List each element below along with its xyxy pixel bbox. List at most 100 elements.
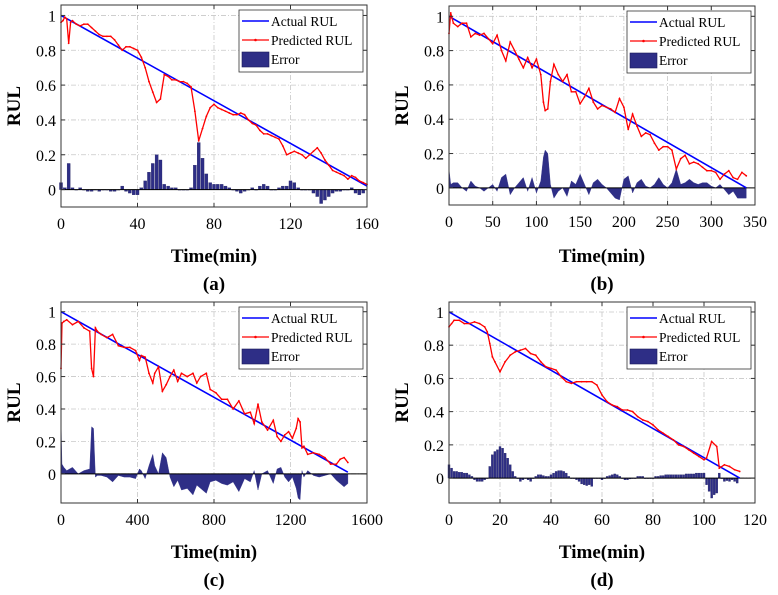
predicted-rul-point bbox=[522, 66, 525, 69]
predicted-rul-point bbox=[687, 448, 690, 451]
predicted-rul-point bbox=[627, 128, 630, 131]
predicted-rul-point bbox=[535, 58, 538, 61]
predicted-rul-point bbox=[67, 42, 70, 45]
predicted-rul-point bbox=[304, 157, 307, 160]
predicted-rul-point bbox=[596, 108, 599, 110]
predicted-rul-point bbox=[281, 145, 284, 147]
error-bar bbox=[460, 472, 463, 479]
y-tick-label: 0.2 bbox=[36, 148, 56, 165]
predicted-rul-point bbox=[456, 25, 459, 28]
error-bar bbox=[357, 189, 362, 195]
error-bar bbox=[292, 182, 297, 190]
predicted-rul-point bbox=[117, 44, 120, 46]
y-tick-label: 0.2 bbox=[36, 434, 56, 451]
error-bar bbox=[265, 185, 270, 190]
predicted-rul-point bbox=[653, 142, 656, 145]
predicted-rul-point bbox=[136, 49, 139, 52]
predicted-rul-point bbox=[213, 103, 215, 106]
predicted-rul-point bbox=[159, 98, 162, 100]
predicted-rul-point bbox=[675, 168, 678, 170]
y-tick-label: 1 bbox=[436, 305, 444, 322]
legend-label-error: Error bbox=[659, 349, 688, 364]
predicted-rul-point bbox=[358, 179, 361, 182]
predicted-rul-point bbox=[579, 102, 582, 105]
predicted-rul-point bbox=[308, 153, 311, 156]
y-tick-label: 1 bbox=[48, 305, 56, 322]
error-bar bbox=[450, 467, 453, 479]
predicted-rul-point bbox=[545, 365, 547, 368]
predicted-rul-point bbox=[209, 106, 212, 109]
error-bar bbox=[143, 180, 147, 190]
error-bar bbox=[463, 472, 466, 479]
subplot-caption: (c) bbox=[203, 570, 224, 591]
predicted-rul-point bbox=[111, 333, 114, 336]
x-tick-label: 40 bbox=[543, 512, 559, 529]
error-bar bbox=[590, 477, 593, 487]
y-tick-label: 0.6 bbox=[36, 78, 56, 95]
predicted-rul-point bbox=[596, 384, 598, 386]
predicted-rul-point bbox=[128, 346, 131, 349]
legend-label-error: Error bbox=[271, 52, 300, 67]
predicted-rul-point bbox=[98, 33, 101, 36]
predicted-rul-point bbox=[570, 90, 573, 93]
error-bar bbox=[162, 184, 166, 190]
predicted-rul-point bbox=[237, 399, 240, 402]
predicted-rul-point bbox=[662, 145, 665, 148]
predicted-rul-point bbox=[169, 375, 171, 378]
error-bar bbox=[582, 477, 586, 485]
predicted-rul-point bbox=[362, 181, 365, 184]
x-axis-label: Time(min) bbox=[559, 246, 645, 267]
predicted-rul-point bbox=[186, 375, 189, 378]
y-tick-label: 0.4 bbox=[36, 113, 56, 130]
predicted-rul-point bbox=[458, 319, 461, 322]
predicted-rul-point bbox=[335, 463, 338, 465]
x-tick-label: 300 bbox=[699, 214, 723, 231]
predicted-rul-point bbox=[100, 333, 103, 336]
predicted-rul-point bbox=[216, 106, 219, 109]
error-bar bbox=[710, 477, 713, 499]
legend-label-error: Error bbox=[271, 349, 300, 364]
predicted-rul-point bbox=[350, 174, 353, 177]
predicted-rul-point bbox=[295, 427, 298, 430]
error-bar bbox=[735, 477, 739, 484]
legend-error-swatch bbox=[629, 52, 658, 69]
predicted-rul-point bbox=[640, 135, 643, 138]
error-bar bbox=[702, 472, 706, 479]
error-bar bbox=[713, 477, 716, 495]
predicted-rul-point bbox=[335, 171, 338, 174]
error-bar bbox=[707, 477, 711, 492]
predicted-rul-point bbox=[172, 369, 175, 371]
predicted-rul-point bbox=[723, 463, 726, 466]
predicted-rul-point bbox=[518, 58, 520, 61]
predicted-rul-point bbox=[509, 354, 512, 357]
error-bar bbox=[197, 142, 201, 190]
predicted-rul-point bbox=[312, 150, 315, 153]
x-tick-label: 350 bbox=[743, 214, 767, 231]
predicted-rul-point bbox=[220, 398, 223, 401]
predicted-rul-point bbox=[92, 375, 95, 378]
x-tick-label: 200 bbox=[612, 214, 636, 231]
error-bar bbox=[552, 472, 555, 479]
subplot-caption: (d) bbox=[590, 570, 613, 591]
predicted-rul-point bbox=[719, 178, 721, 181]
x-tick-label: 800 bbox=[202, 512, 226, 529]
error-bar bbox=[120, 185, 124, 190]
predicted-rul-point bbox=[346, 178, 349, 181]
legend: Actual RUL Predicted RUL Error bbox=[238, 306, 364, 370]
predicted-rul-point bbox=[215, 391, 217, 394]
error-bar bbox=[700, 472, 703, 479]
predicted-rul-point bbox=[205, 372, 208, 375]
predicted-rul-point bbox=[83, 23, 85, 26]
actual-rul-line bbox=[60, 14, 368, 187]
y-tick-label: 0 bbox=[436, 471, 444, 488]
error-bar bbox=[66, 163, 71, 190]
predicted-rul-point bbox=[71, 19, 74, 22]
predicted-rul-point bbox=[550, 367, 552, 370]
predicted-rul-point bbox=[178, 80, 181, 83]
predicted-rul-point bbox=[677, 443, 680, 446]
predicted-rul-point bbox=[65, 18, 68, 20]
predicted-rul-point bbox=[134, 349, 137, 352]
predicted-rul-point bbox=[618, 97, 621, 100]
error-bar bbox=[585, 477, 588, 486]
legend-error-swatch bbox=[241, 51, 270, 68]
